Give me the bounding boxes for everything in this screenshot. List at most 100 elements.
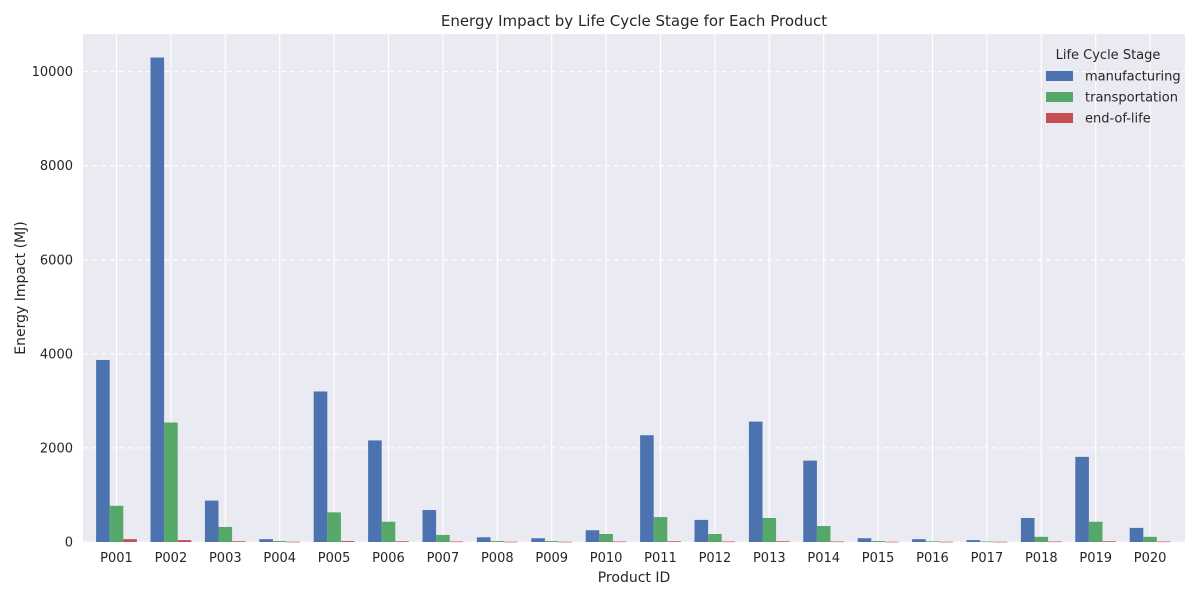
bar-manufacturing-P003 <box>204 500 219 542</box>
x-tick-label: P011 <box>644 551 677 566</box>
bar-end-of-life-P011 <box>667 541 681 542</box>
x-tick-label: P003 <box>209 551 242 566</box>
bar-transportation-P019 <box>1088 521 1103 542</box>
x-tick-label: P012 <box>699 551 732 566</box>
x-tick-label: P004 <box>263 551 296 566</box>
bar-transportation-P008 <box>490 541 505 542</box>
x-tick-labels: P001 P002 P003 P004 P005 P006 P007 P008 P009 P010… <box>100 551 1166 566</box>
bar-end-of-life-P017 <box>993 541 1008 543</box>
bar-manufacturing-P011 <box>640 435 654 542</box>
bar-transportation-P005 <box>327 512 341 542</box>
bar-manufacturing-P016 <box>912 539 926 542</box>
bar-transportation-P020 <box>1143 536 1157 542</box>
bar-transportation-P018 <box>1034 536 1049 542</box>
bar-end-of-life-P012 <box>721 541 736 543</box>
x-tick-label: P010 <box>590 551 623 566</box>
bar-end-of-life-P005 <box>340 541 355 542</box>
bar-manufacturing-P017 <box>966 540 981 542</box>
bar-manufacturing-P013 <box>748 421 763 542</box>
bar-manufacturing-P015 <box>857 538 872 542</box>
bar-end-of-life-P019 <box>1102 541 1117 542</box>
x-tick-label: P005 <box>318 551 351 566</box>
x-tick-label: P015 <box>862 551 895 566</box>
x-tick-label: P006 <box>372 551 405 566</box>
legend-title: Life Cycle Stage <box>1056 48 1161 63</box>
bar-manufacturing-P014 <box>803 460 817 542</box>
x-tick-label: P001 <box>100 551 133 566</box>
plot-area <box>83 34 1185 542</box>
bar-end-of-life-P004 <box>286 541 301 543</box>
bar-transportation-P013 <box>762 518 777 542</box>
x-tick-label: P016 <box>916 551 949 566</box>
x-tick-label: P019 <box>1079 551 1112 566</box>
gridlines <box>83 34 1185 543</box>
bar-transportation-P014 <box>816 526 831 542</box>
bar-transportation-P002 <box>164 422 178 542</box>
legend-label-transportation: transportation <box>1085 91 1178 106</box>
bar-manufacturing-P004 <box>259 539 273 542</box>
bar-end-of-life-P020 <box>1156 541 1171 543</box>
bar-transportation-P016 <box>925 541 940 542</box>
y-tick-label: 0 <box>65 536 73 551</box>
bar-end-of-life-P002 <box>177 540 192 542</box>
bar-manufacturing-P007 <box>422 510 437 542</box>
bar-manufacturing-P001 <box>96 359 110 542</box>
x-axis-label: Product ID <box>598 570 671 586</box>
y-axis-label: Energy Impact (MJ) <box>13 221 29 354</box>
legend: Life Cycle Stage manufacturing transporta… <box>1046 48 1181 127</box>
bar-transportation-P012 <box>708 534 722 542</box>
legend-label-manufacturing: manufacturing <box>1085 70 1181 85</box>
y-tick-label: 8000 <box>40 159 73 174</box>
y-tick-label: 6000 <box>40 253 73 268</box>
bar-transportation-P003 <box>218 526 233 542</box>
x-tick-label: P020 <box>1134 551 1167 566</box>
y-tick-labels: 0 2000 4000 6000 8000 10000 <box>32 65 73 550</box>
x-tick-label: P013 <box>753 551 786 566</box>
bar-transportation-P007 <box>436 534 450 542</box>
bar-end-of-life-P014 <box>830 541 845 543</box>
bar-manufacturing-P006 <box>368 440 382 542</box>
bar-end-of-life-P008 <box>504 541 518 543</box>
y-tick-label: 10000 <box>32 65 73 80</box>
bar-transportation-P009 <box>544 541 559 542</box>
x-tick-label: P009 <box>535 551 568 566</box>
bar-manufacturing-P009 <box>531 538 545 542</box>
bar-manufacturing-P010 <box>585 530 600 542</box>
bar-manufacturing-P019 <box>1075 456 1089 542</box>
bar-end-of-life-P016 <box>939 541 953 543</box>
bar-end-of-life-P009 <box>558 541 573 543</box>
bar-transportation-P011 <box>653 517 668 542</box>
bar-transportation-P001 <box>109 505 124 542</box>
bar-manufacturing-P005 <box>313 391 328 542</box>
bar-end-of-life-P010 <box>612 541 627 543</box>
x-tick-label: P008 <box>481 551 514 566</box>
bar-manufacturing-P002 <box>150 57 165 542</box>
bar-manufacturing-P008 <box>476 537 491 542</box>
chart-title: Energy Impact by Life Cycle Stage for Ea… <box>441 12 827 30</box>
bars <box>96 57 1171 543</box>
bar-manufacturing-P012 <box>694 519 709 542</box>
legend-swatch-manufacturing <box>1046 71 1073 81</box>
x-tick-label: P007 <box>427 551 460 566</box>
bar-end-of-life-P006 <box>395 541 409 542</box>
bar-end-of-life-P001 <box>123 539 137 542</box>
bar-transportation-P010 <box>599 534 613 542</box>
y-tick-label: 4000 <box>40 347 73 362</box>
legend-swatch-end-of-life <box>1046 113 1073 123</box>
bar-transportation-P004 <box>272 541 287 542</box>
x-tick-label: P017 <box>971 551 1004 566</box>
x-tick-label: P014 <box>807 551 840 566</box>
x-tick-label: P018 <box>1025 551 1058 566</box>
bar-end-of-life-P015 <box>884 541 899 543</box>
bar-transportation-P017 <box>980 541 994 543</box>
bar-manufacturing-P020 <box>1129 527 1144 542</box>
bar-transportation-P015 <box>871 541 885 542</box>
bar-end-of-life-P003 <box>232 541 246 542</box>
bar-end-of-life-P007 <box>449 541 464 543</box>
y-tick-label: 2000 <box>40 441 73 456</box>
legend-label-end-of-life: end-of-life <box>1085 112 1151 127</box>
bar-end-of-life-P013 <box>776 541 790 542</box>
x-tick-label: P002 <box>155 551 188 566</box>
bar-end-of-life-P018 <box>1048 541 1062 543</box>
